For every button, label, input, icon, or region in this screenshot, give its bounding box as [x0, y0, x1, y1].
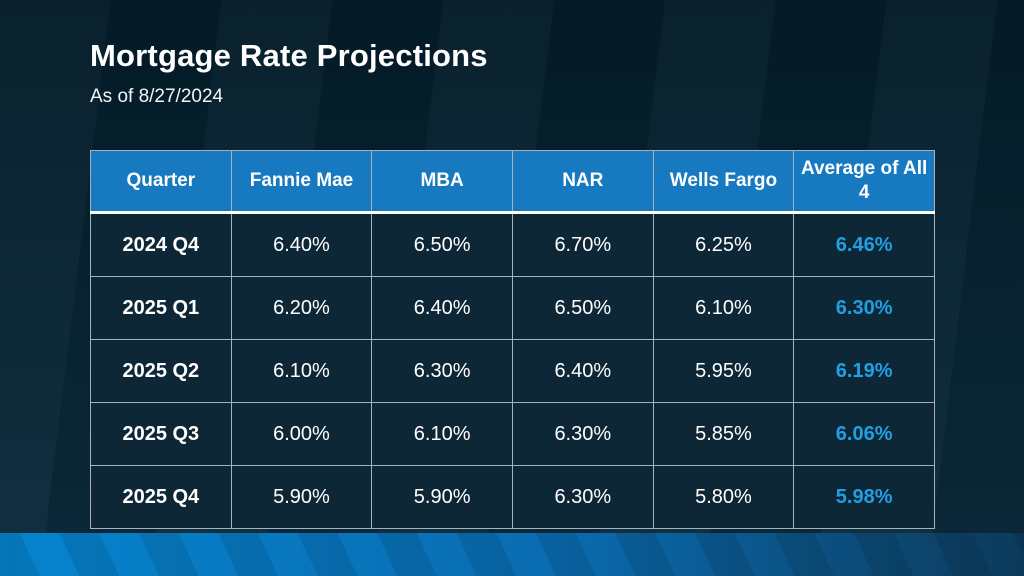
table-header: Quarter Fannie Mae MBA NAR Wells Fargo Averag…	[90, 150, 935, 214]
table-header-row: Quarter Fannie Mae MBA NAR Wells Fargo Averag…	[90, 150, 935, 214]
rate-cell: 5.85%	[652, 402, 795, 466]
table-row: 2025 Q1 6.20% 6.40% 6.50% 6.10% 6.30%	[90, 276, 935, 340]
average-cell: 6.19%	[793, 339, 935, 403]
rate-cell: 6.30%	[371, 339, 513, 403]
rate-cell: 6.30%	[511, 402, 654, 466]
quarter-cell: 2025 Q1	[90, 276, 232, 340]
rate-cell: 6.25%	[652, 212, 795, 277]
rate-cell: 6.10%	[230, 339, 373, 403]
rate-cell: 6.50%	[511, 276, 654, 340]
page-title: Mortgage Rate Projections	[90, 38, 488, 73]
column-header-quarter: Quarter	[90, 150, 232, 214]
column-header-wells-fargo: Wells Fargo	[652, 150, 795, 214]
average-cell: 5.98%	[793, 465, 935, 529]
bottom-accent-stripe	[0, 533, 1024, 576]
rate-cell: 6.40%	[511, 339, 654, 403]
average-cell: 6.46%	[793, 212, 935, 277]
rate-cell: 6.10%	[652, 276, 795, 340]
quarter-cell: 2025 Q2	[90, 339, 232, 403]
as-of-date: As of 8/27/2024	[90, 86, 224, 107]
rate-cell: 6.30%	[511, 465, 654, 529]
quarter-cell: 2025 Q3	[90, 402, 232, 466]
rate-cell: 6.70%	[511, 212, 654, 277]
mortgage-rate-table: Quarter Fannie Mae MBA NAR Wells Fargo Averag…	[90, 150, 935, 529]
rate-cell: 5.80%	[652, 465, 795, 529]
table-body: 2024 Q4 6.40% 6.50% 6.70% 6.25% 6.46% 2025 Q1 6…	[90, 212, 935, 529]
quarter-cell: 2025 Q4	[90, 465, 232, 529]
quarter-cell: 2024 Q4	[90, 212, 232, 277]
column-header-mba: MBA	[371, 150, 513, 214]
table-row: 2025 Q3 6.00% 6.10% 6.30% 5.85% 6.06%	[90, 402, 935, 466]
table-row: 2025 Q2 6.10% 6.30% 6.40% 5.95% 6.19%	[90, 339, 935, 403]
column-header-average-of-all-4: Average of All 4	[793, 150, 935, 214]
rate-cell: 6.40%	[371, 276, 513, 340]
table-row: 2024 Q4 6.40% 6.50% 6.70% 6.25% 6.46%	[90, 212, 935, 277]
column-header-fannie-mae: Fannie Mae	[230, 150, 373, 214]
rate-cell: 6.50%	[371, 212, 513, 277]
rate-cell: 6.40%	[230, 212, 373, 277]
average-cell: 6.30%	[793, 276, 935, 340]
average-cell: 6.06%	[793, 402, 935, 466]
table-row: 2025 Q4 5.90% 5.90% 6.30% 5.80% 5.98%	[90, 465, 935, 529]
rate-cell: 6.20%	[230, 276, 373, 340]
rate-cell: 5.90%	[230, 465, 373, 529]
rate-cell: 5.90%	[371, 465, 513, 529]
rate-cell: 6.10%	[371, 402, 513, 466]
rate-cell: 6.00%	[230, 402, 373, 466]
column-header-nar: NAR	[511, 150, 654, 214]
rate-cell: 5.95%	[652, 339, 795, 403]
